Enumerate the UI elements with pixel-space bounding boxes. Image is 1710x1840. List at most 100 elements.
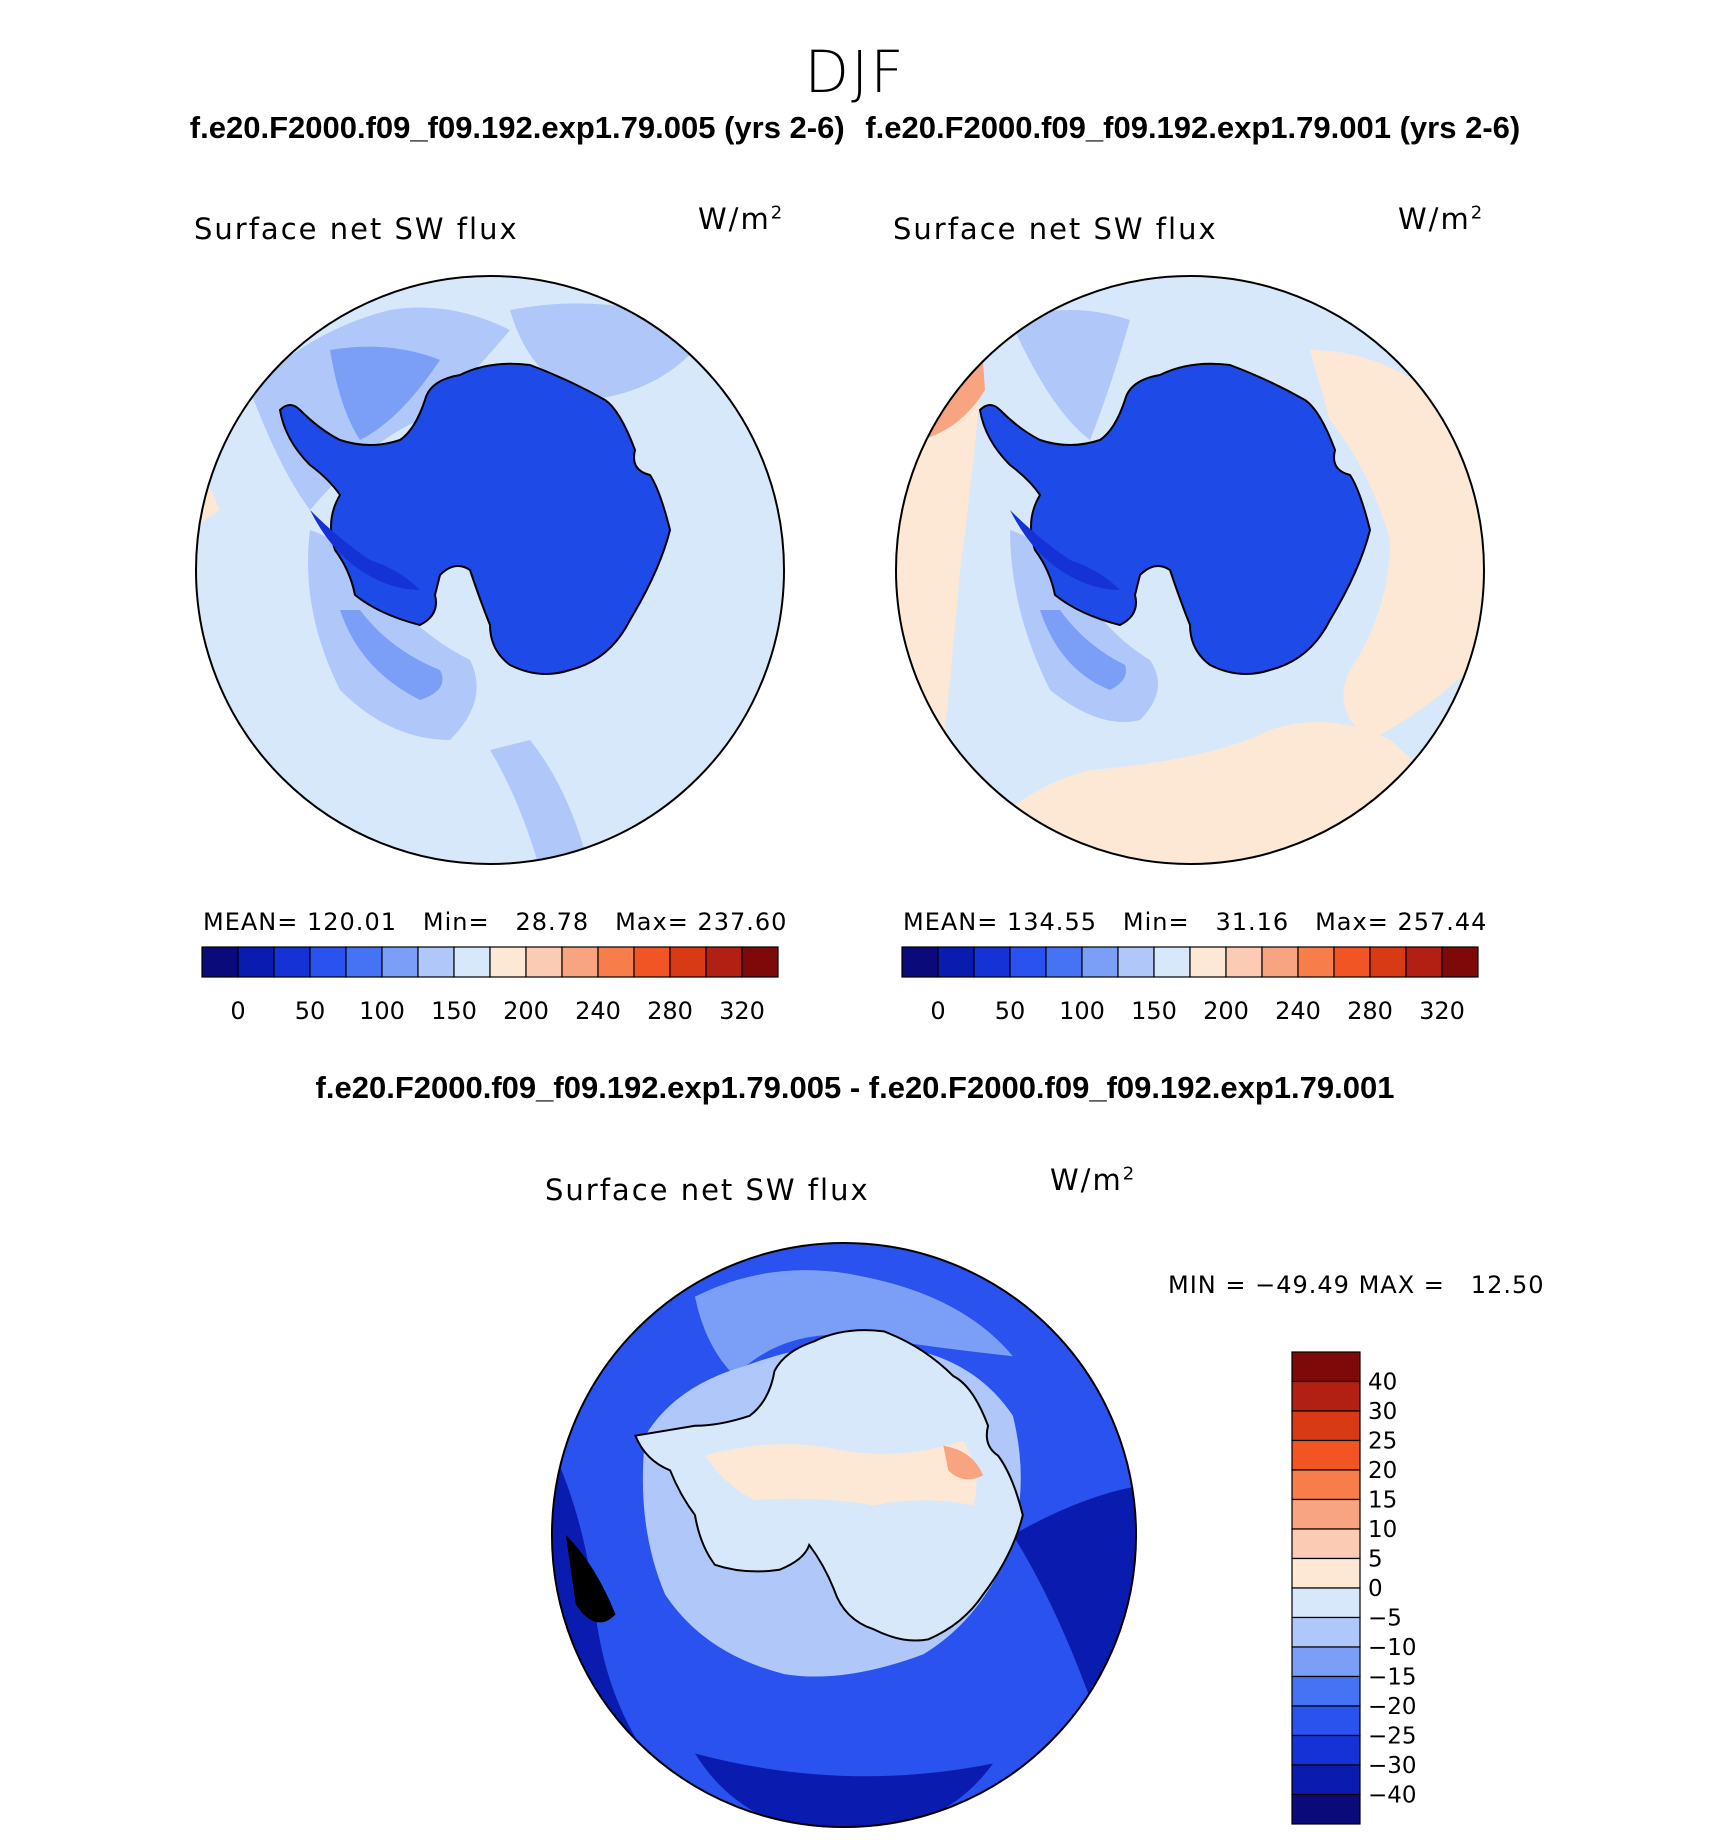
diff-ocean-darkest (565, 1535, 616, 1623)
panel2-colorbar-swatch (973, 946, 1011, 978)
panel1-colorbar-swatch (669, 946, 707, 978)
panel2-colorbar-swatch (1333, 946, 1371, 978)
diff-colorbar-swatch (1291, 1764, 1361, 1796)
diff-warm-interior (704, 1440, 977, 1506)
panel2-colorbar-tick-label: 150 (1131, 997, 1177, 1025)
panel2-colorbar-tick-label: 280 (1347, 997, 1393, 1025)
diff-colorbar-tick-label: 5 (1368, 1547, 1383, 1573)
diff-colorbar-swatch (1291, 1646, 1361, 1678)
panel1-colorbar-swatch (705, 946, 743, 978)
diff-colorbar-tick-label: −10 (1368, 1635, 1417, 1661)
panel2-colorbar-swatch (1153, 946, 1191, 978)
panel2-ocean-band-1 (1010, 310, 1130, 440)
panel2-colorbar-swatch (1045, 946, 1083, 978)
diff-colorbar-tick-label: −15 (1368, 1665, 1417, 1691)
diff-colorbar-swatch (1291, 1675, 1361, 1707)
panel1-colorbar-swatch (201, 946, 239, 978)
diff-colorbar-tick-label: −5 (1368, 1606, 1402, 1632)
panel1-colorbar-tick-label: 100 (359, 997, 405, 1025)
diff-colorbar-tick-label: 30 (1368, 1399, 1397, 1425)
diff-colorbar-tick-label: 25 (1368, 1429, 1397, 1455)
case-title-2: f.e20.F2000.f09_f09.192.exp1.79.001 (yrs… (865, 110, 1521, 145)
panel1-colorbar-tick-label: 150 (431, 997, 477, 1025)
diff-map (550, 1241, 1138, 1829)
panel2-colorbar-swatch (1009, 946, 1047, 978)
panel1-ocean-band-6 (490, 740, 590, 864)
panel2-colorbar-tick-label: 200 (1203, 997, 1249, 1025)
diff-variable: Surface net SW flux (545, 1173, 870, 1207)
diff-colorbar-tick-label: 20 (1368, 1458, 1397, 1484)
panel1-colorbar-tick-label: 280 (647, 997, 693, 1025)
panel1-colorbar-swatch (309, 946, 347, 978)
panel2-units: W/m2 (1398, 202, 1485, 236)
panel2-colorbar-swatch (1369, 946, 1407, 978)
panel2-colorbar-swatch (1189, 946, 1227, 978)
panel1-antarctica (278, 362, 672, 675)
panel1-colorbar-swatch (453, 946, 491, 978)
diff-colorbar-tick-label: 0 (1368, 1576, 1383, 1602)
panel1-colorbar: 0 50 100 150 200 240 280 320 (201, 946, 779, 1025)
diff-colorbar-swatch (1291, 1616, 1361, 1648)
diff-title: f.e20.F2000.f09_f09.192.exp1.79.005 - f.… (315, 1070, 1395, 1105)
panel2-colorbar-swatch (1405, 946, 1443, 978)
panel1-map (195, 275, 785, 865)
diff-colorbar-tick-label: 15 (1368, 1488, 1397, 1514)
diff-stats: MIN = −49.49 MAX = 12.50 (1168, 1271, 1545, 1299)
panel1-ocean-band-5 (340, 610, 443, 700)
panel1-colorbar-swatch (597, 946, 635, 978)
panel1-ocean-band-2 (330, 346, 440, 440)
panel1-map-border (195, 275, 785, 865)
diff-colorbar-swatch (1291, 1587, 1361, 1619)
panel1-colorbar-tick-label: 320 (719, 997, 765, 1025)
panel1-colorbar-tick-label: 0 (230, 997, 245, 1025)
panel1-colorbar-swatch (489, 946, 527, 978)
diff-colorbar-tick-label: −40 (1368, 1783, 1417, 1809)
panel1-colorbar-swatch (525, 946, 563, 978)
panel2-colorbar-swatch (1441, 946, 1479, 978)
diff-colorbar-swatch (1291, 1793, 1361, 1825)
panel2-variable: Surface net SW flux (893, 212, 1218, 246)
panel2-colorbar-tick-label: 100 (1059, 997, 1105, 1025)
diff-colorbar-tick-label: −30 (1368, 1753, 1417, 1779)
diff-colorbar-swatch (1291, 1439, 1361, 1471)
diff-colorbar-swatch (1291, 1705, 1361, 1737)
panel1-variable: Surface net SW flux (194, 212, 519, 246)
panel1-colorbar-tick-label: 200 (503, 997, 549, 1025)
panel1-colorbar-swatch (273, 946, 311, 978)
diff-ocean-dark-south (695, 1753, 993, 1828)
panel1-colorbar-swatch (741, 946, 779, 978)
diff-colorbar-swatch (1291, 1410, 1361, 1442)
panel1-stats: MEAN= 120.01 Min= 28.78 Max= 237.60 (203, 908, 788, 936)
panel2-ocean-band-3 (1040, 610, 1126, 690)
diff-colorbar-tick-label: −25 (1368, 1724, 1417, 1750)
diff-colorbar-swatch (1291, 1351, 1361, 1383)
diff-colorbar-swatch (1291, 1498, 1361, 1530)
diff-warm-patch (943, 1445, 984, 1480)
case-title-1: f.e20.F2000.f09_f09.192.exp1.79.005 (yrs… (189, 110, 845, 145)
panel1-colorbar-swatch (561, 946, 599, 978)
panel2-colorbar-tick-label: 240 (1275, 997, 1321, 1025)
panel1-colorbar-tick-label: 240 (575, 997, 621, 1025)
panel1-units: W/m2 (698, 202, 785, 236)
panel2-colorbar: 0 50 100 150 200 240 280 320 (901, 946, 1479, 1025)
diff-map-border (550, 1241, 1138, 1829)
panel2-colorbar-swatch (1297, 946, 1335, 978)
panel2-colorbar-swatch (1117, 946, 1155, 978)
panel2-colorbar-swatch (937, 946, 975, 978)
panel2-colorbar-swatch (901, 946, 939, 978)
panel1-colorbar-swatch (633, 946, 671, 978)
diff-colorbar-swatch (1291, 1557, 1361, 1589)
panel1-colorbar-swatch (381, 946, 419, 978)
diff-colorbar-swatch (1291, 1380, 1361, 1412)
panel2-colorbar-tick-label: 50 (995, 997, 1026, 1025)
diff-colorbar: 40 30 25 20 15 10 5 0 −5 −10 −15 −20 −25 −30 −40 (1291, 1351, 1417, 1825)
panel2-colorbar-tick-label: 320 (1419, 997, 1465, 1025)
panel1-colorbar-tick-label: 50 (295, 997, 326, 1025)
diff-ocean-light-1 (695, 1270, 1013, 1377)
panel1-colorbar-swatch (345, 946, 383, 978)
diff-units: W/m2 (1050, 1163, 1137, 1197)
panel1-colorbar-swatch (417, 946, 455, 978)
panel2-west-antarctica-shade (1010, 510, 1120, 590)
panel2-antarctica (978, 362, 1372, 675)
panel2-map-border (895, 275, 1485, 865)
